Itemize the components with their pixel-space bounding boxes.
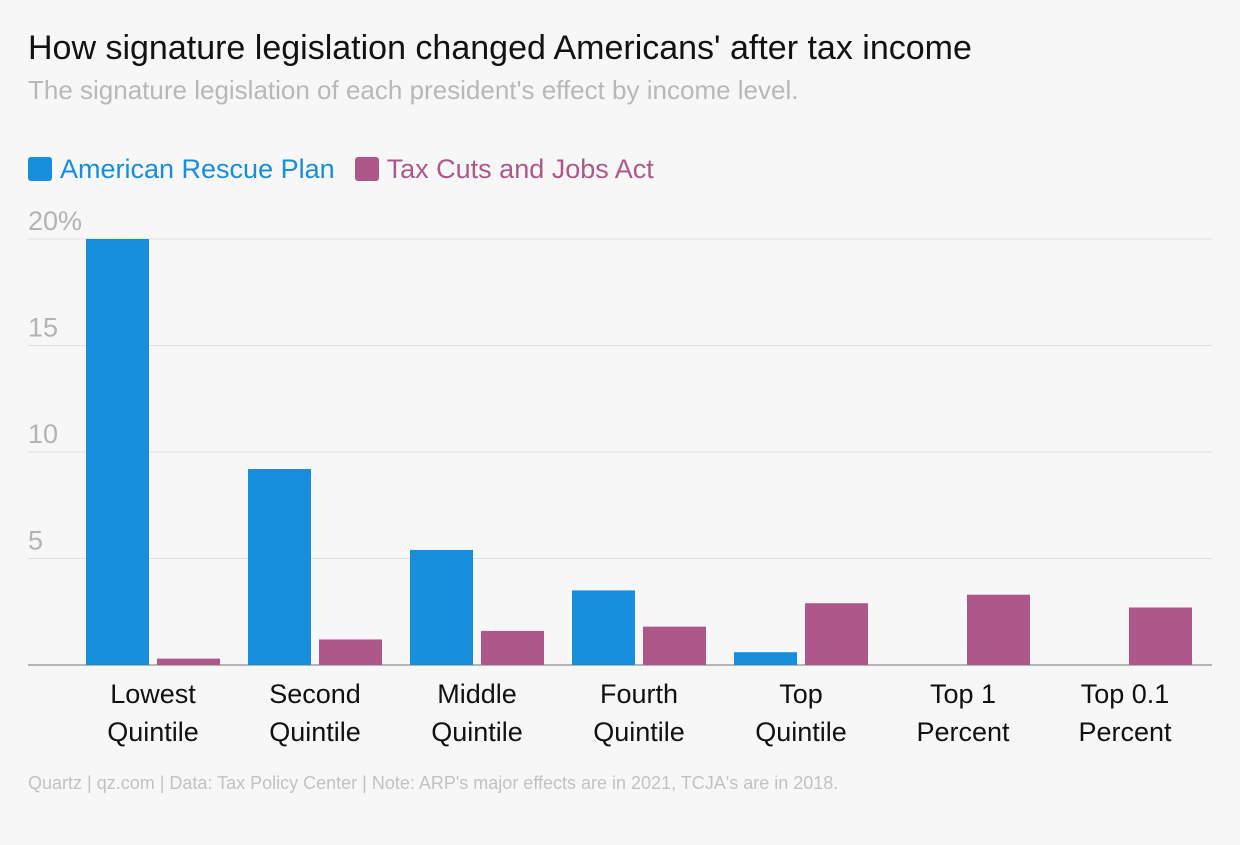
- x-tick-label: Quintile: [269, 717, 361, 747]
- x-tick-label: Top 0.1: [1081, 679, 1170, 709]
- y-tick-label: 20%: [28, 206, 82, 236]
- bar: [248, 469, 311, 665]
- bar: [410, 549, 473, 665]
- bar: [734, 652, 797, 665]
- bar: [572, 590, 635, 665]
- bar: [805, 603, 868, 665]
- legend-label-american-rescue-plan: American Rescue Plan: [60, 154, 335, 184]
- x-tick-label: Quintile: [593, 717, 685, 747]
- bar: [157, 658, 220, 665]
- legend-item-american-rescue-plan: American Rescue Plan: [28, 152, 335, 186]
- y-tick-label: 15: [28, 313, 58, 343]
- y-tick-label: 5: [28, 526, 43, 556]
- legend-label-tax-cuts-and-jobs-act: Tax Cuts and Jobs Act: [386, 154, 654, 184]
- bar: [481, 630, 544, 665]
- x-tick-label: Quintile: [431, 717, 523, 747]
- chart-subtitle: The signature legislation of each presid…: [28, 75, 799, 105]
- x-tick-label: Percent: [1078, 717, 1172, 747]
- legend-item-tax-cuts-and-jobs-act: Tax Cuts and Jobs Act: [354, 152, 654, 186]
- legend-swatch-tax-cuts-and-jobs-act: [354, 157, 379, 181]
- x-tick-label: Fourth: [600, 679, 678, 709]
- source-note: Quartz | qz.com | Data: Tax Policy Cente…: [28, 773, 839, 793]
- x-tick-label: Top 1: [930, 679, 996, 709]
- chart-title: How signature legislation changed Americ…: [28, 29, 972, 67]
- x-tick-label: Quintile: [107, 717, 199, 747]
- x-tick-label: Quintile: [755, 717, 847, 747]
- x-tick-label: Top: [779, 679, 823, 709]
- legend: American Rescue Plan Tax Cuts and Jobs A…: [28, 152, 674, 186]
- bar: [319, 639, 382, 665]
- bar: [86, 239, 149, 665]
- x-tick-label: Middle: [437, 679, 517, 709]
- legend-swatch-american-rescue-plan: [28, 157, 52, 181]
- y-tick-label: 10: [28, 419, 58, 449]
- bar: [1129, 607, 1192, 665]
- bar: [643, 626, 706, 665]
- x-tick-label: Second: [269, 679, 361, 709]
- bar: [967, 594, 1030, 665]
- x-tick-label: Lowest: [110, 679, 196, 709]
- x-tick-label: Percent: [916, 717, 1010, 747]
